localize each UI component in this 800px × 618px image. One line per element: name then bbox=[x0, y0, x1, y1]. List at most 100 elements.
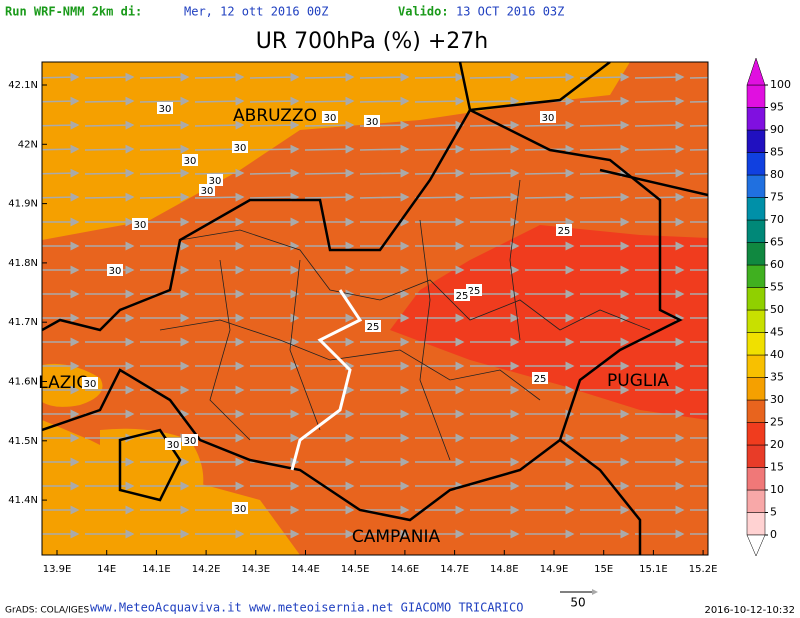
streamline bbox=[579, 96, 630, 106]
colorbar-bin bbox=[746, 174, 766, 198]
contour-label: 25 bbox=[558, 226, 571, 237]
streamline bbox=[579, 120, 630, 130]
colorbar: 0 5 10 15 20 25 30 35 40 45 50 55 60 65 70 75 80 85 90 95 10… bbox=[746, 57, 791, 557]
colorbar-label: 30 bbox=[770, 393, 784, 406]
streamline bbox=[304, 144, 355, 154]
contour-label: 30 bbox=[134, 220, 147, 231]
streamline bbox=[249, 96, 300, 106]
streamline bbox=[524, 168, 575, 178]
streamline bbox=[469, 120, 520, 130]
lon-label: 14.7E bbox=[440, 564, 469, 575]
map-title: UR 700hPa (%) +27h bbox=[256, 29, 489, 54]
colorbar-label: 40 bbox=[770, 348, 784, 361]
lon-label: 14.8E bbox=[490, 564, 519, 575]
plot-frame bbox=[41, 61, 709, 556]
region-borders bbox=[42, 62, 708, 555]
contour-label: 30 bbox=[167, 440, 180, 451]
colorbar-label: 15 bbox=[770, 461, 784, 474]
colorbar-bin bbox=[746, 399, 766, 423]
lat-label: 41.5N bbox=[8, 436, 38, 447]
streamline bbox=[84, 144, 135, 154]
lon-label: 14.2E bbox=[192, 564, 221, 575]
lon-label: 14.4E bbox=[291, 564, 320, 575]
streamline bbox=[414, 144, 465, 154]
streamlines bbox=[42, 72, 708, 539]
streamline bbox=[84, 120, 135, 130]
colorbar-label: 0 bbox=[770, 528, 777, 541]
colorbar-bin bbox=[746, 332, 766, 356]
contour-label-box bbox=[232, 502, 248, 514]
streamline bbox=[304, 96, 355, 106]
region-label: CAMPANIA bbox=[352, 527, 441, 547]
streamline bbox=[84, 72, 135, 82]
streamline bbox=[139, 96, 190, 106]
lon-label: 14.5E bbox=[341, 564, 370, 575]
lon-label: 15.2E bbox=[689, 564, 718, 575]
streamline bbox=[139, 168, 190, 178]
run-label: Run WRF-NMM 2km di: bbox=[5, 5, 142, 19]
lat-label: 42.1N bbox=[8, 80, 38, 91]
streamline bbox=[194, 192, 245, 202]
lon-label: 15.1E bbox=[639, 564, 668, 575]
lon-label: 14.1E bbox=[142, 564, 171, 575]
colorbar-label: 20 bbox=[770, 438, 784, 451]
streamline bbox=[689, 172, 708, 175]
streamline bbox=[689, 148, 708, 151]
colorbar-label: 90 bbox=[770, 123, 784, 136]
contour-label: 30 bbox=[234, 504, 247, 515]
lon-label: 15E bbox=[594, 564, 613, 575]
contour-label-box bbox=[157, 102, 173, 114]
colorbar-label: 100 bbox=[770, 78, 791, 91]
colorbar-bin bbox=[746, 354, 766, 378]
lat-label: 41.6N bbox=[8, 377, 38, 388]
colorbar-bottom bbox=[746, 534, 766, 557]
lon-label: 14E bbox=[97, 564, 116, 575]
streamline bbox=[42, 96, 80, 106]
streamline bbox=[359, 168, 410, 178]
colorbar-label: 55 bbox=[770, 281, 784, 294]
streamline bbox=[524, 72, 575, 82]
lat-label: 42N bbox=[18, 139, 38, 150]
contour-label: 30 bbox=[542, 113, 555, 124]
colorbar-bin bbox=[746, 242, 766, 266]
contour-label: 25 bbox=[367, 322, 380, 333]
streamline bbox=[579, 168, 630, 178]
lat-label: 41.7N bbox=[8, 317, 38, 328]
streamline bbox=[194, 168, 245, 178]
streamline bbox=[139, 120, 190, 130]
contour-label: 25 bbox=[456, 291, 469, 302]
municipal-borders bbox=[159, 179, 651, 461]
streamline bbox=[249, 144, 300, 154]
contour-label-box bbox=[322, 111, 338, 123]
region-label: PUGLIA bbox=[607, 371, 669, 391]
colorbar-bin bbox=[746, 444, 766, 468]
colorbar-bin bbox=[746, 377, 766, 401]
streamline bbox=[414, 192, 465, 202]
streamline bbox=[139, 144, 190, 154]
colorbar-label: 5 bbox=[770, 506, 777, 519]
streamline bbox=[414, 96, 465, 106]
streamline bbox=[139, 72, 190, 82]
streamline bbox=[42, 144, 80, 154]
streamline bbox=[42, 120, 80, 130]
contour-label-box bbox=[556, 224, 572, 236]
colorbar-bin bbox=[746, 197, 766, 221]
streamline bbox=[304, 168, 355, 178]
timestamp: 2016-10-12-10:32 bbox=[704, 605, 795, 616]
lon-label: 14.6E bbox=[391, 564, 420, 575]
contour-label-box bbox=[132, 218, 148, 230]
region-label: ABRUZZO bbox=[233, 106, 317, 126]
colorbar-bin bbox=[746, 152, 766, 176]
streamline bbox=[249, 168, 300, 178]
colorbar-label: 50 bbox=[770, 303, 784, 316]
streamline bbox=[139, 192, 190, 202]
streamline bbox=[304, 72, 355, 82]
contour-label: 30 bbox=[184, 156, 197, 167]
contour-label-box bbox=[199, 184, 215, 196]
streamline bbox=[249, 72, 300, 82]
field-30-35 bbox=[42, 363, 103, 407]
contour-label-box bbox=[207, 174, 223, 186]
contour-label-box bbox=[232, 141, 248, 153]
